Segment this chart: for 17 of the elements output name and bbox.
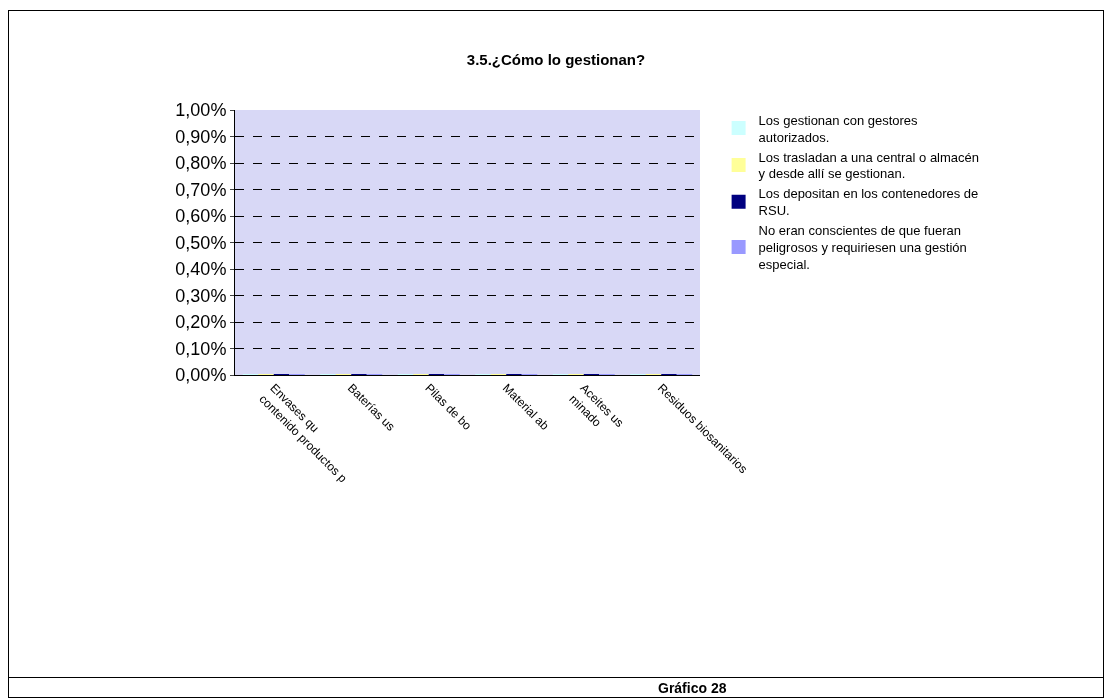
y-tick-label: 0,40% [175, 259, 227, 280]
y-tick-label: 0,50% [175, 232, 227, 253]
legend-label: Los trasladan a una central o almacén y desde allí se gestionan. [758, 149, 980, 182]
chart-title: 3.5.¿Cómo lo gestionan? [466, 50, 646, 68]
y-tick-label: 0,70% [175, 179, 227, 200]
y-tick-label: 0,00% [175, 365, 227, 386]
y-tick-label: 0,10% [175, 338, 227, 359]
text: Gráfico 28 [658, 680, 727, 696]
y-tick-label: 0,20% [175, 312, 227, 333]
legend-label: No eran conscientes de que fueran peligrosos y requiriesen una gestión especial. [758, 223, 967, 272]
y-tick-label: 0,60% [175, 206, 227, 227]
y-tick-label: 0,80% [175, 153, 227, 174]
y-tick-label: 0,30% [175, 285, 227, 306]
y-tick-label: 0,90% [175, 126, 227, 147]
legend-label: Los gestionan con gestores autorizados. [758, 112, 919, 145]
legend-label: Los depositan en los contenedores de RSU. [758, 186, 979, 219]
y-tick-label: 1,00% [175, 100, 227, 121]
